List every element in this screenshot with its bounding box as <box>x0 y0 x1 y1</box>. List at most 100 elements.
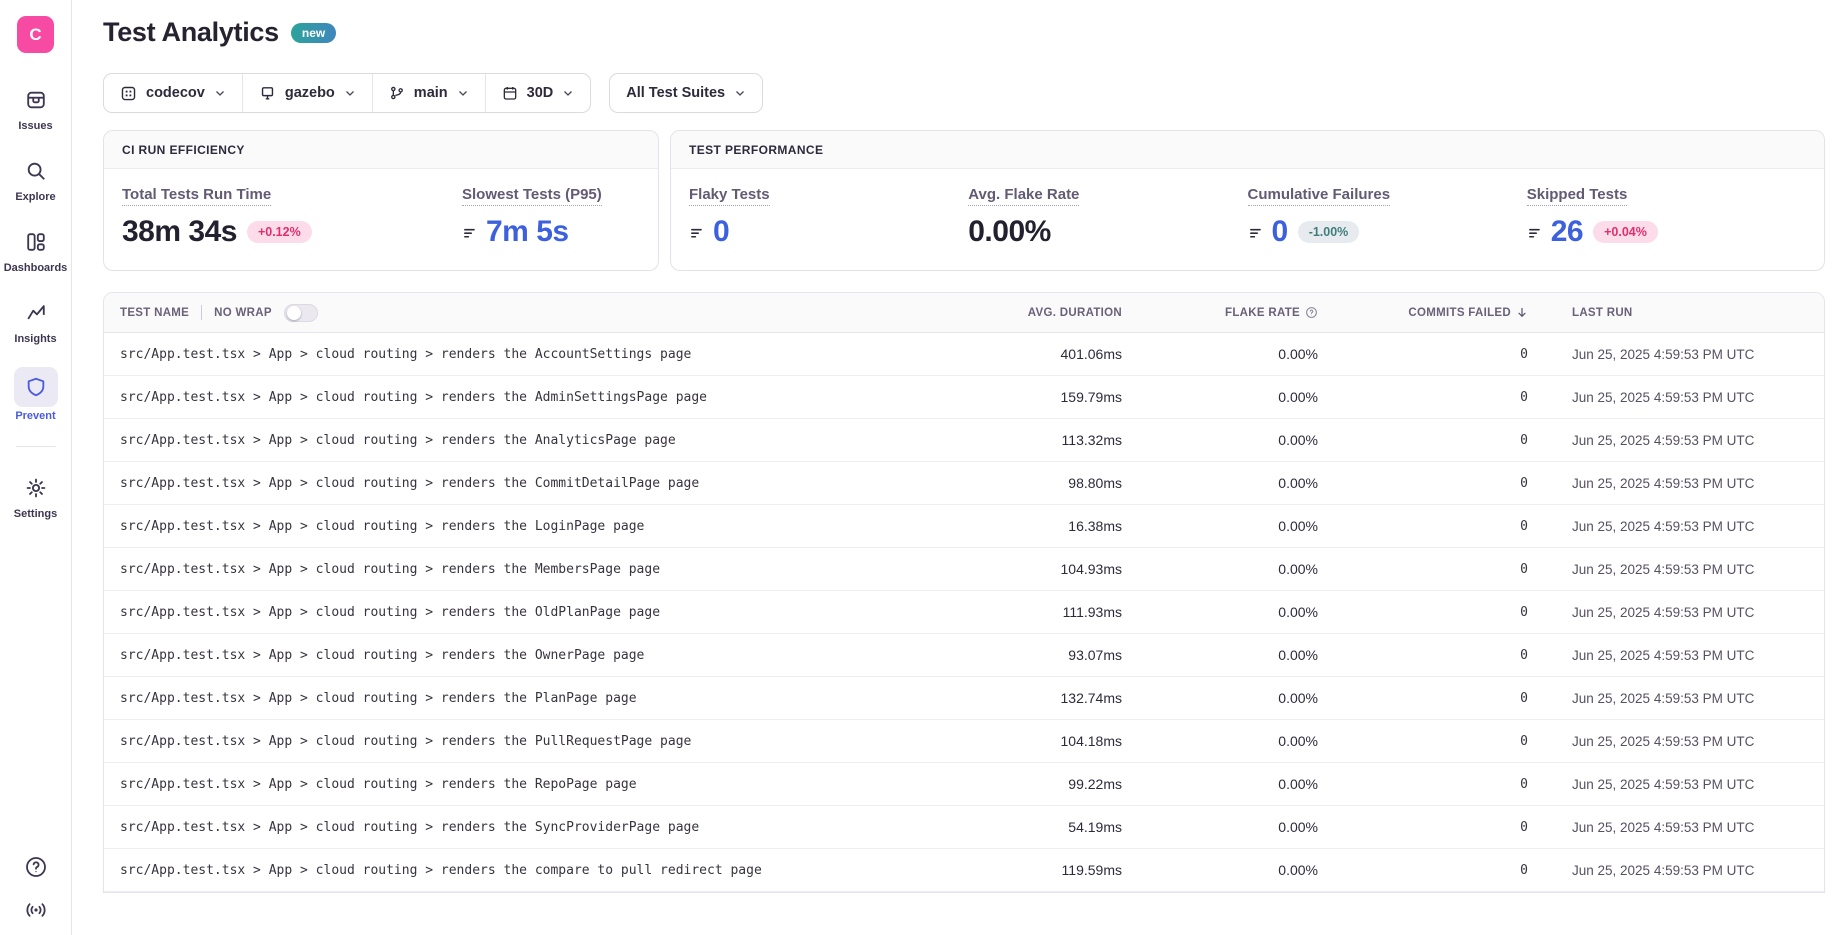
test-name-cell[interactable]: src/App.test.tsx > App > cloud routing >… <box>104 347 927 362</box>
test-suites-value: All Test Suites <box>626 85 725 101</box>
table-row[interactable]: src/App.test.tsx > App > cloud routing >… <box>104 634 1824 677</box>
repo-selector[interactable]: gazebo <box>243 74 373 112</box>
test-name-cell[interactable]: src/App.test.tsx > App > cloud routing >… <box>104 777 927 792</box>
table-row[interactable]: src/App.test.tsx > App > cloud routing >… <box>104 763 1824 806</box>
last-run-cell: Jun 25, 2025 4:59:53 PM UTC <box>1538 820 1824 835</box>
test-name-cell[interactable]: src/App.test.tsx > App > cloud routing >… <box>104 476 927 491</box>
metric-label[interactable]: Cumulative Failures <box>1248 186 1391 206</box>
test-name-cell[interactable]: src/App.test.tsx > App > cloud routing >… <box>104 734 927 749</box>
sort-desc-icon <box>1516 306 1528 319</box>
org-selector[interactable]: codecov <box>104 74 243 112</box>
metric-label[interactable]: Total Tests Run Time <box>122 186 271 206</box>
commits-failed-cell: 0 <box>1318 433 1538 448</box>
card-title: TEST PERFORMANCE <box>671 131 1824 169</box>
metric-skipped-tests: Skipped Tests 26 +0.04% <box>1527 186 1806 249</box>
test-name-cell[interactable]: src/App.test.tsx > App > cloud routing >… <box>104 562 927 577</box>
col-test-name[interactable]: TEST NAME <box>120 307 189 319</box>
last-run-cell: Jun 25, 2025 4:59:53 PM UTC <box>1538 562 1824 577</box>
metric-label[interactable]: Avg. Flake Rate <box>968 186 1079 206</box>
sidebar-item-insights[interactable]: Insights <box>2 296 70 345</box>
col-flake-rate[interactable]: FLAKE RATE <box>1122 306 1318 319</box>
test-name-cell[interactable]: src/App.test.tsx > App > cloud routing >… <box>104 519 927 534</box>
org-icon <box>120 85 137 102</box>
metric-label[interactable]: Skipped Tests <box>1527 186 1628 206</box>
test-name-cell[interactable]: src/App.test.tsx > App > cloud routing >… <box>104 390 927 405</box>
test-name-cell[interactable]: src/App.test.tsx > App > cloud routing >… <box>104 691 927 706</box>
table-body: src/App.test.tsx > App > cloud routing >… <box>104 333 1824 892</box>
flake-rate-cell: 0.00% <box>1122 346 1318 362</box>
chevron-down-icon <box>734 87 746 99</box>
last-run-cell: Jun 25, 2025 4:59:53 PM UTC <box>1538 347 1824 362</box>
metric-total-tests-run-time: Total Tests Run Time 38m 34s +0.12% <box>122 186 462 249</box>
metric-label[interactable]: Flaky Tests <box>689 186 770 206</box>
sidebar-bottom <box>23 855 49 921</box>
test-suites-selector[interactable]: All Test Suites <box>609 73 763 113</box>
shield-icon <box>14 367 58 407</box>
last-run-cell: Jun 25, 2025 4:59:53 PM UTC <box>1538 648 1824 663</box>
table-row[interactable]: src/App.test.tsx > App > cloud routing >… <box>104 548 1824 591</box>
metric-value-link[interactable]: 0 <box>1272 215 1288 249</box>
flake-rate-cell: 0.00% <box>1122 518 1318 534</box>
sidebar-nav: Issues Explore Dashboards <box>0 83 71 520</box>
commits-failed-cell: 0 <box>1318 476 1538 491</box>
table-row[interactable]: src/App.test.tsx > App > cloud routing >… <box>104 419 1824 462</box>
no-wrap-toggle[interactable] <box>284 304 318 322</box>
metric-value-link[interactable]: 0 <box>713 215 729 249</box>
info-icon[interactable] <box>1305 306 1318 319</box>
metric-cumulative-failures: Cumulative Failures 0 -1.00% <box>1248 186 1527 249</box>
metric-value-link[interactable]: 7m 5s <box>486 215 569 249</box>
avg-duration-cell: 93.07ms <box>927 647 1122 663</box>
test-name-cell[interactable]: src/App.test.tsx > App > cloud routing >… <box>104 605 927 620</box>
test-name-cell[interactable]: src/App.test.tsx > App > cloud routing >… <box>104 433 927 448</box>
test-name-cell[interactable]: src/App.test.tsx > App > cloud routing >… <box>104 648 927 663</box>
flake-rate-cell: 0.00% <box>1122 776 1318 792</box>
col-last-run[interactable]: LAST RUN <box>1538 307 1824 319</box>
main-content: Test Analytics new codecov <box>103 0 1825 893</box>
avg-duration-cell: 119.59ms <box>927 862 1122 878</box>
help-icon[interactable] <box>24 855 48 879</box>
sidebar-item-issues[interactable]: Issues <box>2 83 70 132</box>
last-run-cell: Jun 25, 2025 4:59:53 PM UTC <box>1538 863 1824 878</box>
col-commits-failed[interactable]: COMMITS FAILED <box>1318 306 1538 319</box>
sidebar-item-settings[interactable]: Settings <box>2 471 70 520</box>
metric-value-link[interactable]: 26 <box>1551 215 1583 249</box>
table-header-row: TEST NAME NO WRAP AVG. DURATION FLAKE RA… <box>104 293 1824 333</box>
sidebar-item-explore[interactable]: Explore <box>2 154 70 203</box>
page-title: Test Analytics <box>103 17 279 48</box>
metric-label[interactable]: Slowest Tests (P95) <box>462 186 602 206</box>
org-avatar[interactable]: C <box>17 16 54 53</box>
table-row[interactable]: src/App.test.tsx > App > cloud routing >… <box>104 333 1824 376</box>
filter-group: codecov gazebo <box>103 73 591 113</box>
col-avg-duration[interactable]: AVG. DURATION <box>927 307 1122 319</box>
table-row[interactable]: src/App.test.tsx > App > cloud routing >… <box>104 462 1824 505</box>
date-range-value: 30D <box>527 85 554 101</box>
commits-failed-cell: 0 <box>1318 777 1538 792</box>
broadcast-icon[interactable] <box>23 899 49 921</box>
repo-value: gazebo <box>285 85 335 101</box>
table-row[interactable]: src/App.test.tsx > App > cloud routing >… <box>104 720 1824 763</box>
sidebar-divider <box>16 446 56 447</box>
table-row[interactable]: src/App.test.tsx > App > cloud routing >… <box>104 376 1824 419</box>
table-row[interactable]: src/App.test.tsx > App > cloud routing >… <box>104 505 1824 548</box>
filter-funnel-icon <box>462 224 479 241</box>
sidebar: C Issues Explore <box>0 0 72 935</box>
table-row[interactable]: src/App.test.tsx > App > cloud routing >… <box>104 806 1824 849</box>
test-name-cell[interactable]: src/App.test.tsx > App > cloud routing >… <box>104 820 927 835</box>
chevron-down-icon <box>344 87 356 99</box>
avg-duration-cell: 99.22ms <box>927 776 1122 792</box>
flake-rate-cell: 0.00% <box>1122 647 1318 663</box>
sidebar-item-dashboards[interactable]: Dashboards <box>2 225 70 274</box>
metric-flaky-tests: Flaky Tests 0 <box>689 186 968 249</box>
test-name-cell[interactable]: src/App.test.tsx > App > cloud routing >… <box>104 863 927 878</box>
date-range-selector[interactable]: 30D <box>486 74 591 112</box>
avg-duration-cell: 104.93ms <box>927 561 1122 577</box>
table-row[interactable]: src/App.test.tsx > App > cloud routing >… <box>104 849 1824 892</box>
avg-duration-cell: 104.18ms <box>927 733 1122 749</box>
last-run-cell: Jun 25, 2025 4:59:53 PM UTC <box>1538 390 1824 405</box>
branch-selector[interactable]: main <box>373 74 486 112</box>
org-value: codecov <box>146 85 205 101</box>
table-row[interactable]: src/App.test.tsx > App > cloud routing >… <box>104 677 1824 720</box>
table-row[interactable]: src/App.test.tsx > App > cloud routing >… <box>104 591 1824 634</box>
sidebar-item-prevent[interactable]: Prevent <box>2 367 70 422</box>
sidebar-item-label: Issues <box>18 120 52 132</box>
